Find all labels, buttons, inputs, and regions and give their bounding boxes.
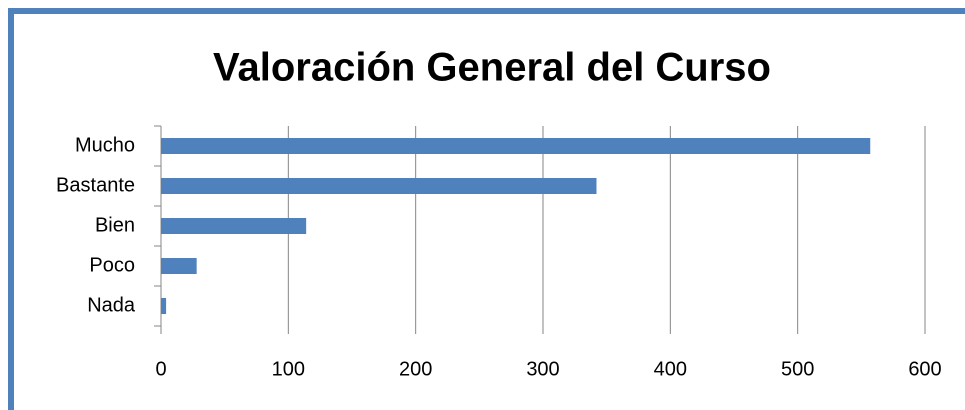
chart-title: Valoración General del Curso	[213, 46, 771, 90]
bar	[161, 258, 197, 274]
y-tick-label: Bastante	[56, 174, 135, 196]
y-tick-label: Poco	[89, 254, 135, 276]
x-tick-label: 100	[272, 358, 305, 380]
x-tick-label: 0	[155, 358, 166, 380]
y-tick-label: Nada	[87, 294, 136, 316]
bar	[161, 218, 307, 234]
x-tick-label: 200	[399, 358, 432, 380]
bar	[161, 138, 871, 154]
x-tick-label: 400	[654, 358, 687, 380]
y-tick-label: Bien	[95, 214, 135, 236]
x-tick-label: 600	[908, 358, 941, 380]
frame	[8, 8, 965, 410]
y-tick-label: Mucho	[75, 134, 135, 156]
bar	[161, 178, 597, 194]
bar	[161, 298, 167, 314]
x-tick-label: 300	[526, 358, 559, 380]
x-tick-label: 500	[781, 358, 814, 380]
